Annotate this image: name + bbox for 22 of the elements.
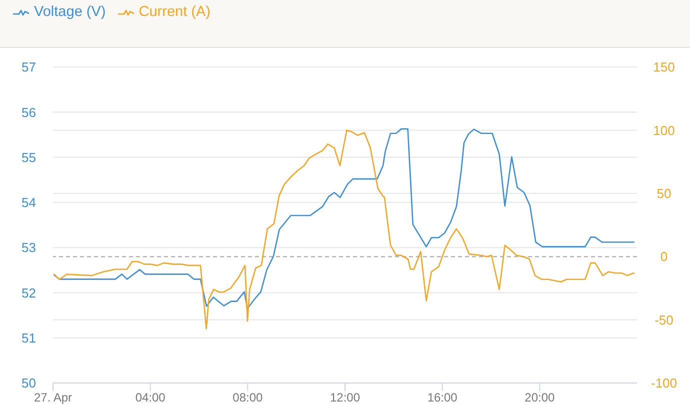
- y2-tick-label: -50: [654, 312, 674, 328]
- y-tick-label: 53: [22, 240, 36, 256]
- x-tick-label: 27. Apr: [34, 390, 72, 405]
- y-tick-label: 51: [22, 330, 36, 346]
- y-tick-label: 54: [22, 195, 36, 210]
- x-tick-label: 16:00: [427, 390, 458, 405]
- y2-tick-label: 0: [660, 249, 668, 264]
- x-tick-label: 12:00: [330, 390, 360, 405]
- x-tick-label: 04:00: [135, 390, 166, 405]
- y-tick-label: 52: [22, 285, 36, 300]
- y2-tick-label: 50: [656, 186, 672, 202]
- y-tick-label: 55: [22, 150, 36, 165]
- legend-label: Voltage (V): [34, 3, 106, 22]
- y2-tick-label: 150: [653, 60, 675, 75]
- x-tick-label: 20:00: [524, 390, 556, 405]
- legend-label: Current (A): [138, 3, 210, 22]
- y-tick-label: 50: [22, 376, 36, 391]
- y2-tick-label: 100: [653, 122, 675, 138]
- y-tick-label: 56: [22, 104, 36, 120]
- y-tick-label: 57: [22, 60, 36, 75]
- x-tick-label: 08:00: [232, 390, 264, 405]
- y2-tick-label: -100: [650, 376, 678, 391]
